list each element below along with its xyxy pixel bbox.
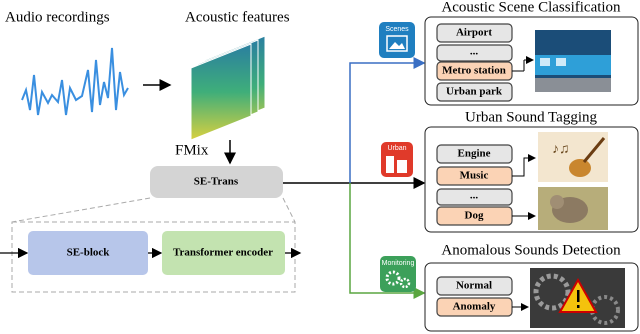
- icon: Scenes: [379, 22, 415, 58]
- arrow: [349, 183, 426, 299]
- dog-image: [538, 187, 608, 230]
- label-box: [436, 144, 513, 164]
- label-box: [436, 188, 513, 206]
- block: [28, 231, 148, 275]
- waveform: [21, 47, 129, 116]
- zoom-line: [282, 197, 296, 223]
- task-title: Acoustic Scene Classification: [441, 0, 621, 15]
- guitar-image: ♪♫: [538, 132, 608, 182]
- model-box: [150, 166, 283, 198]
- connector: [512, 154, 536, 177]
- label-box: [436, 23, 513, 43]
- label: Urban park: [446, 86, 503, 98]
- task-title: Urban Sound Tagging: [465, 109, 597, 125]
- icon-label: Monitoring: [382, 260, 415, 267]
- audio-label: Audio recordings: [5, 9, 110, 25]
- label: Dog: [465, 210, 484, 222]
- spectrogram: [190, 35, 266, 141]
- fmix-label: FMix: [175, 142, 209, 158]
- icon: Monitoring: [380, 256, 416, 292]
- label-box: [436, 44, 513, 62]
- icon: Urban: [381, 142, 413, 177]
- zoom-line: [11, 197, 151, 223]
- label: Airport: [456, 27, 492, 39]
- machine-image: [530, 268, 625, 328]
- label: Music: [460, 170, 489, 182]
- icon-label: Scenes: [385, 26, 409, 33]
- block: [162, 231, 285, 275]
- arrow: [349, 57, 426, 183]
- label: Anomaly: [453, 301, 496, 313]
- block-label: Transformer encoder: [173, 247, 273, 259]
- block-label: SE-block: [67, 247, 111, 259]
- label: Normal: [456, 280, 492, 292]
- metro-image: [535, 30, 611, 92]
- svg-text:♪♫: ♪♫: [552, 142, 570, 157]
- label: Engine: [457, 148, 490, 160]
- label: ...: [470, 46, 479, 58]
- task-title: Anomalous Sounds Detection: [441, 242, 621, 258]
- label-box: [436, 276, 513, 296]
- label: ...: [470, 190, 479, 202]
- features-label: Acoustic features: [185, 9, 290, 25]
- label: Metro station: [442, 65, 506, 77]
- icon-label: Urban: [387, 145, 406, 152]
- label-box: [436, 82, 513, 102]
- model-name: SE-Trans: [194, 176, 239, 188]
